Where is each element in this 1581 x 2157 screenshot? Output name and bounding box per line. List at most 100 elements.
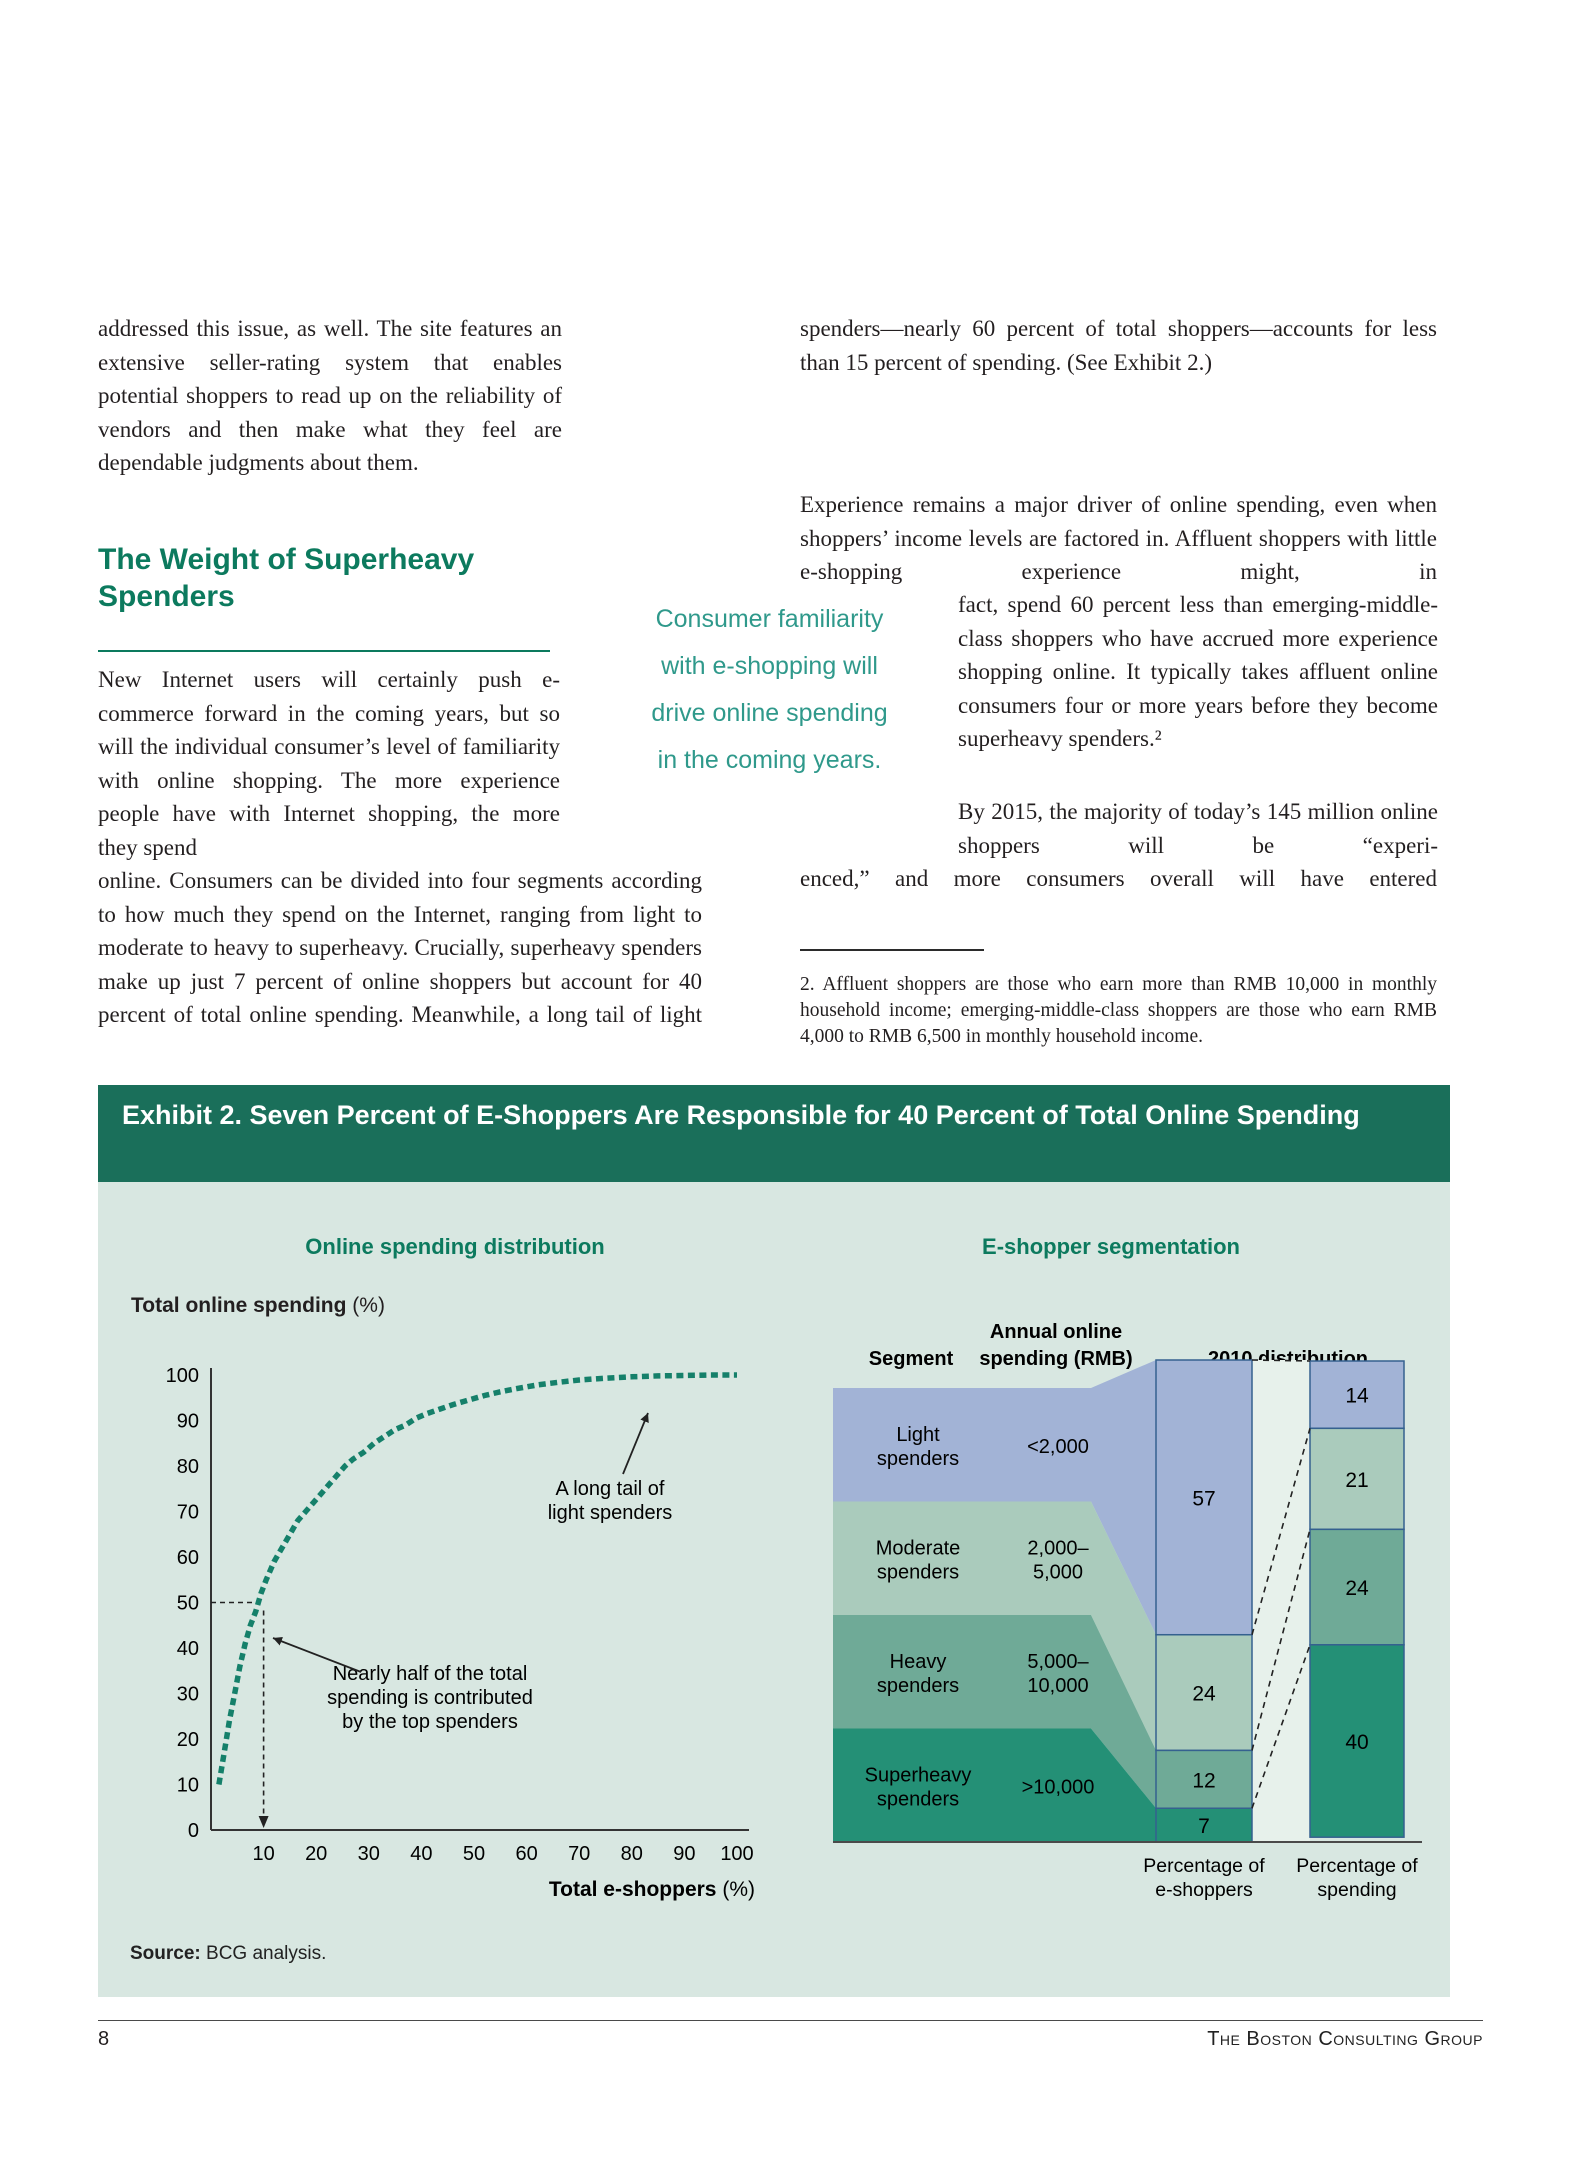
segment-spending: 10,000 <box>1027 1675 1088 1697</box>
svg-text:70: 70 <box>568 1843 590 1865</box>
right-column-paragraph-5: enced,” and more consumers overall will … <box>800 866 1437 891</box>
spending-bar-segment <box>1309 1360 1405 1430</box>
annotation-top-spenders: Nearly half of the total <box>333 1663 528 1685</box>
spending-bar-segment <box>1309 1427 1405 1531</box>
eshoppers-bar-segment <box>1155 1807 1253 1843</box>
svg-text:20: 20 <box>177 1729 199 1751</box>
spending-bar-value: 14 <box>1345 1385 1369 1408</box>
segment-label: Light <box>896 1424 940 1446</box>
y-axis-label: Total online spending (%) <box>131 1294 385 1317</box>
e-shopper-segmentation-chart: E-shopper segmentation Segment Annual onli… <box>833 1234 1422 1901</box>
eshoppers-bar-value: 57 <box>1192 1487 1215 1510</box>
bar-axis-label: spending <box>1317 1879 1396 1901</box>
footer-brand: The Boston Consulting Group <box>1207 2028 1483 2050</box>
annotation-top-spenders: by the top spenders <box>342 1711 518 1733</box>
svg-text:50: 50 <box>177 1593 199 1615</box>
right-column-paragraph-4: By 2015, the majority of today’s 145 mil… <box>958 799 1438 858</box>
column-header: spending (RMB) <box>979 1348 1132 1370</box>
segment-spending: 5,000 <box>1033 1561 1083 1583</box>
segment-spending: 5,000– <box>1027 1651 1089 1673</box>
spending-bar-segment <box>1309 1644 1405 1838</box>
eshoppers-bar-segment <box>1155 1359 1253 1636</box>
segment-label: Heavy <box>890 1651 947 1673</box>
right-chart-title: E-shopper segmentation <box>982 1234 1240 1259</box>
column-header: Annual online <box>990 1321 1122 1343</box>
left-chart-title: Online spending distribution <box>305 1234 604 1259</box>
dashed-connector <box>1251 1644 1311 1809</box>
x-axis-label: Total e-shoppers (%) <box>549 1878 755 1901</box>
segment-label: spenders <box>877 1448 959 1470</box>
svg-text:10: 10 <box>177 1775 199 1797</box>
eshoppers-bar-value: 24 <box>1192 1683 1216 1706</box>
segment-label: Superheavy <box>865 1764 972 1786</box>
svg-text:100: 100 <box>720 1843 753 1865</box>
segment-label: spenders <box>877 1788 959 1810</box>
dashed-connector <box>1251 1529 1311 1751</box>
svg-text:70: 70 <box>177 1502 199 1524</box>
eshoppers-bar-segment <box>1155 1633 1253 1752</box>
svg-text:80: 80 <box>621 1843 643 1865</box>
dashed-connector <box>1251 1359 1311 1362</box>
dashed-connector <box>1251 1428 1311 1635</box>
svg-text:100: 100 <box>166 1365 199 1387</box>
online-spending-distribution-chart: Online spending distribution Total online… <box>131 1234 755 1901</box>
segment-label: spenders <box>877 1675 959 1697</box>
segment-band-1 <box>833 1360 1156 1635</box>
column-header: Segment <box>869 1348 954 1370</box>
svg-text:90: 90 <box>177 1411 199 1433</box>
eshoppers-bar-value: 12 <box>1192 1769 1215 1792</box>
right-column-paragraph-1: spenders—nearly 60 percent of total shop… <box>800 316 1437 375</box>
segment-band-3 <box>833 1615 1156 1809</box>
right-column-paragraph-3: fact, spend 60 percent less than emergin… <box>958 592 1438 751</box>
annotation-top-spenders-arrow <box>272 1637 362 1673</box>
spending-curve <box>216 1372 737 1785</box>
bar-axis-label: Percentage of <box>1143 1855 1265 1877</box>
right-column-paragraph-2: Experience remains a major driver of onl… <box>800 492 1437 584</box>
left-column-paragraph-1: addressed this issue, as well. The site … <box>98 316 562 475</box>
page-number: 8 <box>98 2028 110 2050</box>
svg-text:40: 40 <box>177 1638 199 1660</box>
bar-axis-label: e-shoppers <box>1155 1879 1253 1901</box>
footnote-rule <box>800 949 984 951</box>
svg-text:30: 30 <box>358 1843 380 1865</box>
segment-spending: 2,000– <box>1027 1537 1089 1559</box>
bar-axis-label: Percentage of <box>1296 1855 1418 1877</box>
heading-rule <box>98 650 550 652</box>
exhibit-header-bar: Exhibit 2. Seven Percent of E-Shoppers A… <box>98 1085 1450 1182</box>
spending-bar-value: 24 <box>1345 1577 1369 1600</box>
annotation-long-tail: light spenders <box>548 1502 673 1524</box>
left-column-paragraph-2-wide: online. Consumers can be divided into fo… <box>98 868 702 1027</box>
pull-quote-line: with e-shopping will <box>661 652 878 680</box>
annotation-long-tail-arrow <box>622 1412 649 1475</box>
svg-text:50: 50 <box>463 1843 485 1865</box>
footnote-2: 2. Affluent shoppers are those who earn … <box>800 974 1437 1047</box>
svg-text:30: 30 <box>177 1684 199 1706</box>
pull-quote-line: drive online spending <box>651 699 888 727</box>
source-label: Source: <box>130 1943 201 1964</box>
segment-band-4 <box>833 1728 1156 1842</box>
svg-text:90: 90 <box>673 1843 695 1865</box>
exhibit-title: Exhibit 2. Seven Percent of E-Shoppers A… <box>122 1100 1360 1130</box>
annotation-long-tail: A long tail of <box>556 1478 665 1500</box>
annotation-top-spenders: spending is contributed <box>327 1687 533 1709</box>
segment-band-2 <box>833 1501 1156 1751</box>
svg-text:10: 10 <box>252 1843 274 1865</box>
segment-spending: <2,000 <box>1027 1436 1089 1458</box>
source-note: Source: BCG analysis. <box>130 1943 326 1965</box>
svg-text:60: 60 <box>515 1843 537 1865</box>
section-heading: The Weight of Superheavy Spenders <box>98 543 475 613</box>
down-arrowhead <box>258 1816 269 1828</box>
segment-label: Moderate <box>876 1537 961 1559</box>
source-text: BCG analysis. <box>206 1943 327 1964</box>
segment-spending: >10,000 <box>1022 1776 1095 1798</box>
svg-text:40: 40 <box>410 1843 432 1865</box>
svg-text:20: 20 <box>305 1843 327 1865</box>
spending-bar-value: 21 <box>1345 1469 1368 1492</box>
pull-quote-line: Consumer familiarity <box>655 605 884 633</box>
svg-text:80: 80 <box>177 1456 199 1478</box>
left-column-paragraph-2-narrow: New Internet users will certainly push e… <box>98 667 560 860</box>
svg-text:60: 60 <box>177 1547 199 1569</box>
footer-rule <box>98 2020 1483 2021</box>
pull-quote-line: in the coming years. <box>657 746 882 774</box>
